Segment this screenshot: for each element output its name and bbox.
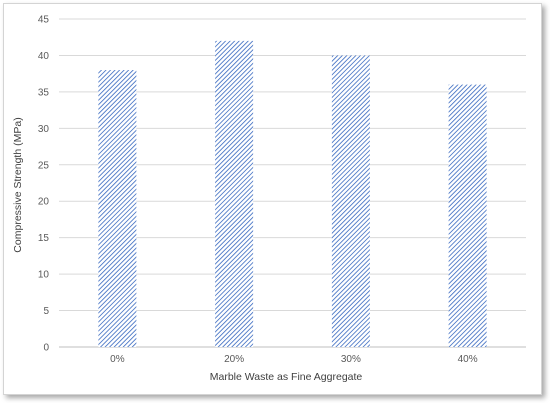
y-tick-label: 40	[38, 51, 50, 62]
y-tick-label: 30	[38, 124, 50, 135]
y-axis-title: Compressive Strength (MPa)	[12, 117, 24, 252]
bar-30pct	[331, 55, 370, 347]
y-tick-label: 5	[43, 306, 49, 317]
y-tick-label: 10	[38, 270, 50, 281]
y-tick-label: 0	[43, 343, 49, 354]
chart-frame: 0 5 10 15 20 25 30 35 40 45 0% 20% 30% 40% Compressi…	[3, 3, 542, 395]
y-tick-label: 25	[38, 160, 50, 171]
x-tick-label: 0%	[110, 354, 125, 365]
y-tick-label: 15	[38, 233, 50, 244]
bar-chart: 0 5 10 15 20 25 30 35 40 45 0% 20% 30% 40% Compressi…	[12, 15, 526, 383]
x-tick-label: 20%	[224, 354, 244, 365]
x-tick-label: 40%	[458, 354, 478, 365]
gridlines	[59, 18, 526, 348]
bar-40pct	[448, 84, 487, 347]
x-tick-labels: 0% 20% 30% 40%	[110, 354, 478, 365]
y-tick-labels: 0 5 10 15 20 25 30 35 40 45	[38, 15, 50, 354]
y-tick-label: 20	[38, 197, 50, 208]
y-tick-label: 45	[38, 15, 50, 26]
bar-0pct	[98, 70, 137, 348]
y-tick-label: 35	[38, 87, 50, 98]
x-tick-label: 30%	[341, 354, 361, 365]
x-axis-title: Marble Waste as Fine Aggregate	[210, 371, 363, 383]
bars	[98, 40, 487, 348]
bar-20pct	[215, 40, 254, 347]
